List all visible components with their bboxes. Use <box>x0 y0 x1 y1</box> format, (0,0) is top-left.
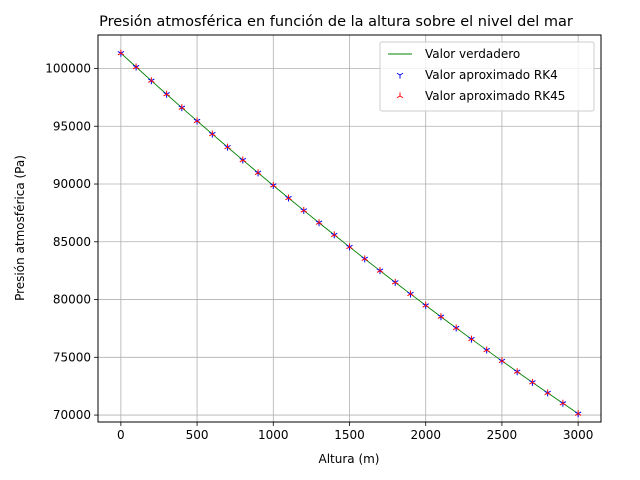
series-1 <box>117 51 582 418</box>
data-point <box>574 411 582 418</box>
data-point <box>361 256 369 263</box>
data-point <box>117 49 125 56</box>
data-point <box>559 399 567 406</box>
data-point <box>285 194 292 201</box>
data-point <box>376 268 384 275</box>
data-point <box>452 324 460 331</box>
data-point <box>391 280 399 286</box>
x-tick-label: 500 <box>186 428 209 442</box>
data-point <box>361 255 369 262</box>
data-point <box>437 313 445 319</box>
data-point <box>315 219 323 225</box>
data-point <box>498 357 506 364</box>
legend-label: Valor aproximado RK45 <box>425 89 565 103</box>
legend-label: Valor aproximado RK4 <box>425 68 558 82</box>
data-point <box>254 169 262 176</box>
data-point <box>300 206 308 213</box>
data-point <box>193 118 201 125</box>
legend-marker <box>396 72 404 79</box>
y-tick-label: 90000 <box>53 177 91 191</box>
data-point <box>483 347 490 354</box>
data-point <box>163 92 170 98</box>
data-point <box>559 401 567 407</box>
y-tick-label: 85000 <box>53 235 91 249</box>
x-tick-label: 1500 <box>334 428 365 442</box>
data-point <box>391 278 399 285</box>
data-point <box>407 291 414 298</box>
series-2 <box>117 49 582 416</box>
data-point <box>270 181 277 188</box>
data-point <box>285 195 292 202</box>
data-point <box>529 378 536 385</box>
data-point <box>270 183 277 189</box>
data-point <box>437 314 445 321</box>
data-point <box>209 130 216 137</box>
data-point <box>330 232 338 239</box>
data-point <box>544 390 551 397</box>
data-point <box>422 303 429 309</box>
data-point <box>529 380 536 386</box>
legend-marker <box>396 92 404 99</box>
data-point <box>178 104 186 110</box>
legend-box <box>379 41 595 112</box>
data-point <box>239 156 247 163</box>
data-point <box>148 78 155 85</box>
data-point <box>468 335 475 342</box>
y-tick-label: 95000 <box>53 119 91 133</box>
legend: Valor verdadero Valor aproximado RK4 Valor… <box>379 41 595 112</box>
data-point <box>407 290 414 297</box>
data-point <box>224 143 231 150</box>
legend-label: Valor verdadero <box>425 47 520 61</box>
chart-title: Presión atmosférica en función de la alt… <box>99 14 573 30</box>
data-point <box>239 157 247 164</box>
data-point <box>117 51 125 57</box>
y-tick-label: 80000 <box>53 293 91 307</box>
x-tick-label: 0 <box>117 428 125 442</box>
x-tick-label: 1000 <box>258 428 289 442</box>
data-point <box>132 64 140 71</box>
data-point <box>193 117 201 124</box>
data-point <box>224 144 231 151</box>
data-point <box>300 208 308 214</box>
data-point <box>315 220 323 227</box>
series-layer <box>117 49 582 418</box>
ticks: 0 500 1000 1500 2000 2500 3000 70000 75000 80000 8… <box>45 62 593 442</box>
data-point <box>148 77 155 83</box>
y-tick-label: 100000 <box>45 62 91 76</box>
data-point <box>468 336 475 343</box>
data-point <box>330 231 338 238</box>
y-tick-label: 75000 <box>53 350 91 364</box>
data-point <box>574 410 582 416</box>
y-axis-label: Presión atmosférica (Pa) <box>13 155 27 301</box>
data-point <box>346 243 353 250</box>
data-point <box>452 325 460 332</box>
data-point <box>376 267 384 273</box>
y-tick-label: 70000 <box>53 408 91 422</box>
data-point <box>544 389 551 396</box>
x-tick-label: 2000 <box>410 428 441 442</box>
data-point <box>498 358 506 365</box>
x-axis-label: Altura (m) <box>318 452 379 466</box>
x-tick-label: 2500 <box>487 428 518 442</box>
data-point <box>513 368 521 374</box>
data-point <box>346 244 353 251</box>
x-tick-label: 3000 <box>563 428 594 442</box>
data-point <box>422 301 429 308</box>
data-point <box>254 170 262 177</box>
data-point <box>163 90 170 97</box>
data-point <box>132 63 140 70</box>
data-point <box>178 105 186 112</box>
data-point <box>209 131 216 138</box>
data-point <box>513 369 521 376</box>
data-point <box>483 346 490 353</box>
